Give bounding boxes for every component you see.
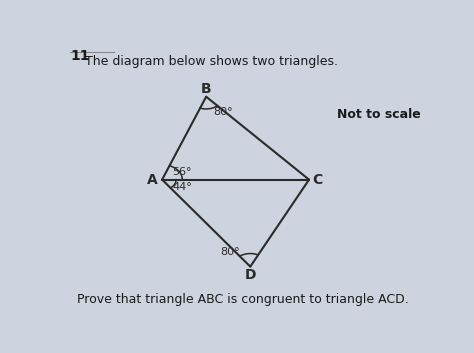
Text: C: C <box>312 173 322 187</box>
Text: 80°: 80° <box>220 247 240 257</box>
Text: 80°: 80° <box>213 107 232 118</box>
Text: Prove that triangle ABC is congruent to triangle ACD.: Prove that triangle ABC is congruent to … <box>77 293 409 306</box>
Text: B: B <box>201 82 211 96</box>
Text: 11: 11 <box>70 49 90 63</box>
Text: Not to scale: Not to scale <box>337 108 421 121</box>
Text: 44°: 44° <box>173 182 192 192</box>
Text: 56°: 56° <box>173 167 192 177</box>
Text: The diagram below shows two triangles.: The diagram below shows two triangles. <box>85 55 338 67</box>
Text: D: D <box>245 268 256 282</box>
Text: A: A <box>146 173 157 187</box>
